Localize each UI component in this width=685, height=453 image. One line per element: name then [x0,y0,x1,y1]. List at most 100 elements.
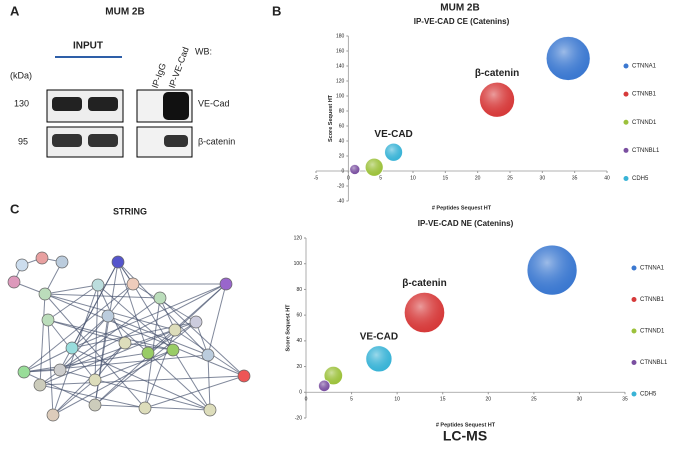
node [88,373,102,387]
edge [39,384,146,409]
edge [132,283,197,323]
edge [59,369,211,411]
bubble-shine [365,158,384,177]
bubble-shine [365,345,392,372]
y-tick-label: -20 [295,415,302,421]
edge [94,349,174,381]
x-tick-label: 20 [475,175,481,181]
edge [117,261,209,356]
x-tick-label: 5 [350,397,353,403]
legend-swatch [631,328,637,334]
legend-swatch [631,265,637,271]
y-tick-label: 80 [296,287,302,293]
edge [44,284,99,295]
edge [47,319,174,351]
y-tick-label: 40 [339,138,345,144]
legend-swatch [623,119,629,125]
edge [117,261,149,354]
edge [97,284,174,351]
protein-label: β-catenin [198,136,235,146]
legend-swatch [631,391,637,397]
edge [207,354,211,411]
y-tick-label: 120 [336,78,345,84]
node [237,369,251,383]
edge [94,284,99,381]
y-tick-label: 180 [336,33,345,39]
node [126,277,140,291]
x-tick-label: 10 [410,175,416,181]
x-axis-label: # Peptides Sequest HT [432,205,492,211]
edge [144,375,245,409]
x-tick-label: 35 [622,397,628,403]
panel-label: C [10,201,20,216]
panel-label: A [10,3,20,18]
y-tick-label: 20 [339,153,345,159]
x-tick-label: 25 [507,175,513,181]
y-tick-label: 120 [294,235,303,241]
bubble-shine [546,36,591,81]
x-tick-label: 30 [540,175,546,181]
legend-label: CTNNBL1 [640,360,668,366]
legend-swatch [631,297,637,302]
x-tick-label: 10 [394,397,400,403]
footer: LC-MS [443,428,487,444]
lane-label: IP-IgG [150,62,168,90]
legend-swatch [623,63,629,69]
node [153,291,167,305]
legend-label: CTNNBL1 [632,148,660,154]
node [168,323,182,337]
annotation: β-catenin [402,278,446,289]
marker: 95 [18,136,28,146]
x-tick-label: 0 [347,175,350,181]
y-tick-label: -20 [337,183,344,189]
edge [94,321,197,406]
edge [59,283,227,371]
edge [23,352,149,373]
y-axis-label: Score Sequest HT [285,304,291,352]
node [101,309,115,323]
node [219,277,233,291]
legend-label: CDH5 [632,176,649,182]
edge [71,315,109,349]
kda-label: (kDa) [10,70,32,80]
node [88,398,102,412]
x-axis-label: # Peptides Sequest HT [436,422,496,428]
y-axis-label: Score Sequest HT [328,94,334,142]
annotation: VE-CAD [374,129,412,140]
legend-label: CTNNB1 [632,92,657,98]
legend-swatch [631,360,637,365]
node [138,401,152,415]
x-tick-label: 0 [305,397,308,403]
x-tick-label: 15 [443,175,449,181]
node [141,346,155,360]
y-tick-label: 160 [336,48,345,54]
chart-supertitle: MUM 2B [440,3,479,14]
y-tick-label: 0 [299,390,302,396]
x-tick-label: 30 [577,397,583,403]
node [41,313,55,327]
node [15,258,29,272]
node [65,341,79,355]
node [33,378,47,392]
node [118,336,132,350]
bubble-shine [527,245,578,296]
legend-label: CTNNA1 [640,266,665,272]
bubble-shine [318,380,330,392]
wb-label: WB: [195,46,212,56]
node [17,365,31,379]
edge [44,293,245,377]
x-tick-label: 5 [379,175,382,181]
edge [207,283,227,356]
node [111,255,125,269]
x-tick-label: 20 [486,397,492,403]
edge [52,349,174,416]
y-tick-label: 60 [339,123,345,129]
y-tick-label: 40 [296,338,302,344]
node [203,403,217,417]
blot [46,89,193,158]
edge [71,283,227,349]
edge [59,315,109,371]
y-tick-label: 140 [336,63,345,69]
edge [39,375,245,386]
annotation: VE-CAD [360,331,398,342]
